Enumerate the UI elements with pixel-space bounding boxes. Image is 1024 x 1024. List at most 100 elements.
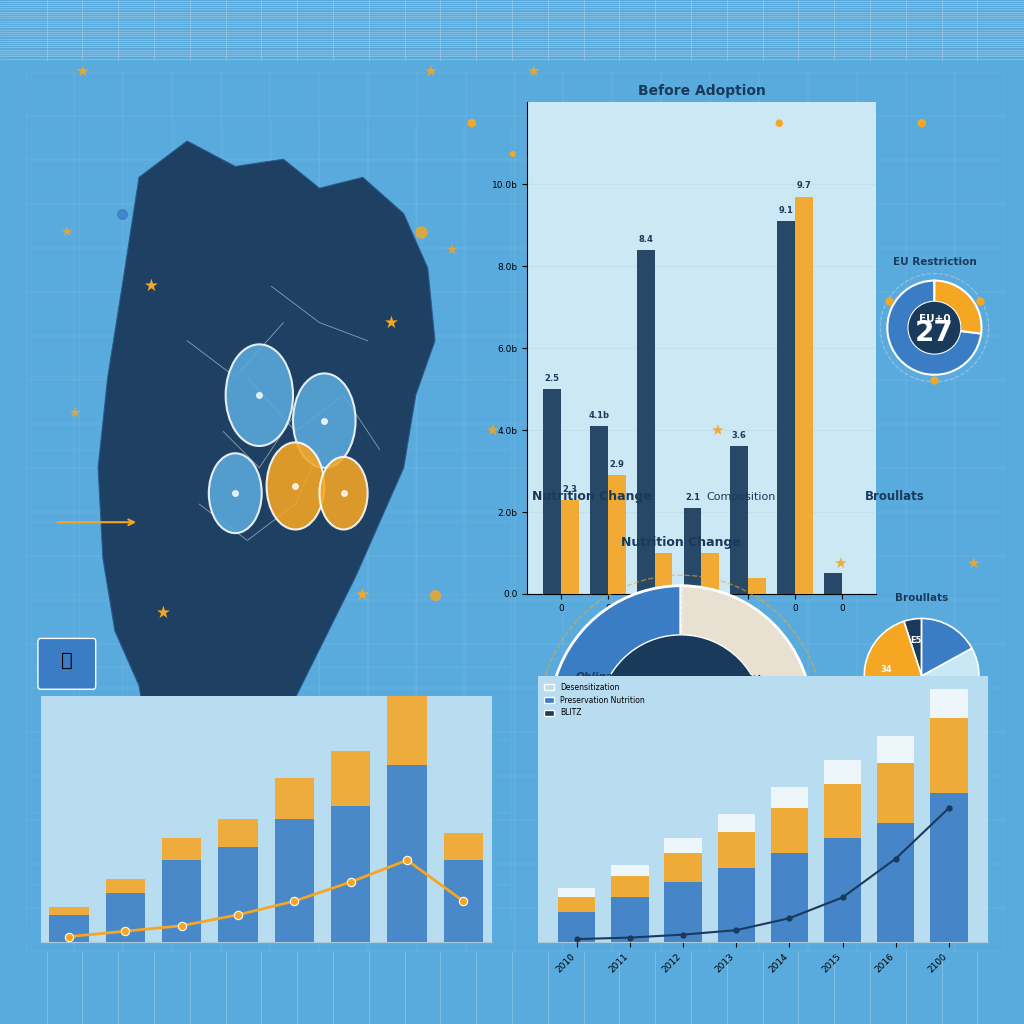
Text: ★: ★	[484, 423, 499, 437]
Circle shape	[600, 636, 762, 798]
Text: E5: E5	[910, 636, 922, 645]
Polygon shape	[98, 141, 435, 830]
Title: Nutrition Change: Nutrition Change	[621, 536, 741, 549]
Bar	[274, 778, 314, 819]
Text: 9: 9	[915, 707, 922, 716]
Text: 34: 34	[881, 665, 893, 674]
Text: ●: ●	[916, 118, 927, 128]
Bar	[443, 833, 483, 860]
Wedge shape	[922, 618, 972, 676]
Text: EU+0: EU+0	[919, 314, 950, 325]
Text: ★: ★	[710, 423, 724, 437]
Bar	[931, 719, 968, 793]
Bar	[878, 763, 914, 822]
Bar	[931, 688, 968, 719]
Text: ★: ★	[355, 586, 371, 604]
Text: Nutrition Change: Nutrition Change	[532, 490, 652, 503]
Text: ★: ★	[275, 694, 291, 713]
Title: Broullats: Broullats	[895, 593, 948, 603]
Text: 2.1: 2.1	[685, 493, 700, 502]
Title: Before Adoption: Before Adoption	[638, 84, 765, 98]
Text: Nutrition
Factors: Nutrition Factors	[784, 714, 818, 733]
Bar	[611, 864, 648, 877]
Bar	[218, 847, 258, 942]
Bar	[749, 578, 766, 594]
Bar	[684, 508, 701, 594]
Bar	[665, 853, 701, 883]
Bar	[331, 751, 371, 806]
Bar	[795, 197, 813, 594]
Text: ★: ★	[384, 313, 399, 332]
Text: Obligations
6%: Obligations 6%	[541, 714, 585, 733]
Bar	[331, 806, 371, 942]
Wedge shape	[550, 586, 681, 823]
Wedge shape	[935, 281, 981, 334]
Text: ★: ★	[60, 225, 73, 239]
Bar	[718, 814, 755, 831]
Text: ●: ●	[508, 150, 516, 158]
Text: 5%: 5%	[896, 701, 910, 711]
Bar	[49, 914, 89, 942]
Bar	[771, 808, 808, 853]
Bar	[824, 760, 861, 784]
Bar	[543, 389, 561, 594]
Bar	[590, 426, 608, 594]
Bar	[878, 822, 914, 942]
Text: ●: ●	[774, 118, 782, 128]
Text: Broullats: Broullats	[865, 490, 925, 503]
Text: Composition: Composition	[707, 492, 776, 502]
Bar	[701, 553, 719, 594]
Bar	[730, 446, 749, 594]
Text: ★: ★	[833, 556, 847, 570]
Wedge shape	[900, 676, 932, 733]
Bar	[561, 500, 579, 594]
Text: ●: ●	[466, 118, 476, 128]
Bar	[931, 793, 968, 942]
Bar	[718, 867, 755, 942]
Text: Obligations: Obligations	[575, 673, 642, 682]
Circle shape	[293, 374, 355, 468]
FancyBboxPatch shape	[38, 638, 95, 689]
Text: 9.1: 9.1	[778, 206, 794, 215]
Wedge shape	[922, 648, 979, 732]
Bar	[824, 838, 861, 942]
Bar	[558, 897, 595, 912]
Text: 2.3: 2.3	[562, 484, 578, 494]
Wedge shape	[681, 586, 812, 717]
Bar	[49, 906, 89, 914]
Text: Nutrition: Nutrition	[723, 675, 775, 685]
Bar	[105, 893, 145, 942]
Wedge shape	[604, 717, 812, 848]
Text: 🚚: 🚚	[61, 650, 73, 670]
Circle shape	[266, 442, 325, 529]
Text: 2.5: 2.5	[545, 374, 559, 383]
Bar	[218, 819, 258, 847]
Text: ★: ★	[75, 65, 89, 79]
Bar	[771, 853, 808, 942]
Bar	[274, 819, 314, 942]
Text: 2,716: 2,716	[633, 716, 729, 744]
Bar	[608, 475, 626, 594]
Text: ★: ★	[143, 278, 159, 295]
Text: 4.1b: 4.1b	[589, 411, 609, 420]
Text: ★: ★	[445, 243, 458, 257]
Bar	[387, 765, 427, 942]
Text: 27: 27	[915, 319, 953, 347]
Legend: Desensitization, Preservation Nutrition, BLITZ: Desensitization, Preservation Nutrition,…	[542, 680, 647, 721]
Wedge shape	[904, 618, 922, 676]
Bar	[771, 787, 808, 808]
Text: ★: ★	[966, 556, 980, 570]
Bar	[824, 784, 861, 838]
Text: ★: ★	[438, 696, 451, 711]
Bar	[777, 221, 795, 594]
Circle shape	[209, 454, 262, 534]
Text: ★: ★	[68, 407, 80, 420]
Bar	[558, 889, 595, 897]
Wedge shape	[864, 622, 922, 720]
Bar	[105, 880, 145, 893]
Bar	[665, 883, 701, 942]
Bar	[558, 912, 595, 942]
Bar	[611, 877, 648, 897]
Circle shape	[319, 457, 368, 529]
Text: ★: ★	[525, 65, 540, 79]
